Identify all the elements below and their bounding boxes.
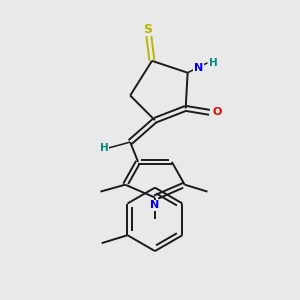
Text: N: N (194, 63, 203, 73)
Text: H: H (209, 58, 218, 68)
Text: N: N (150, 200, 160, 211)
Text: S: S (143, 22, 152, 36)
Text: O: O (213, 107, 222, 117)
Text: H: H (100, 143, 109, 153)
